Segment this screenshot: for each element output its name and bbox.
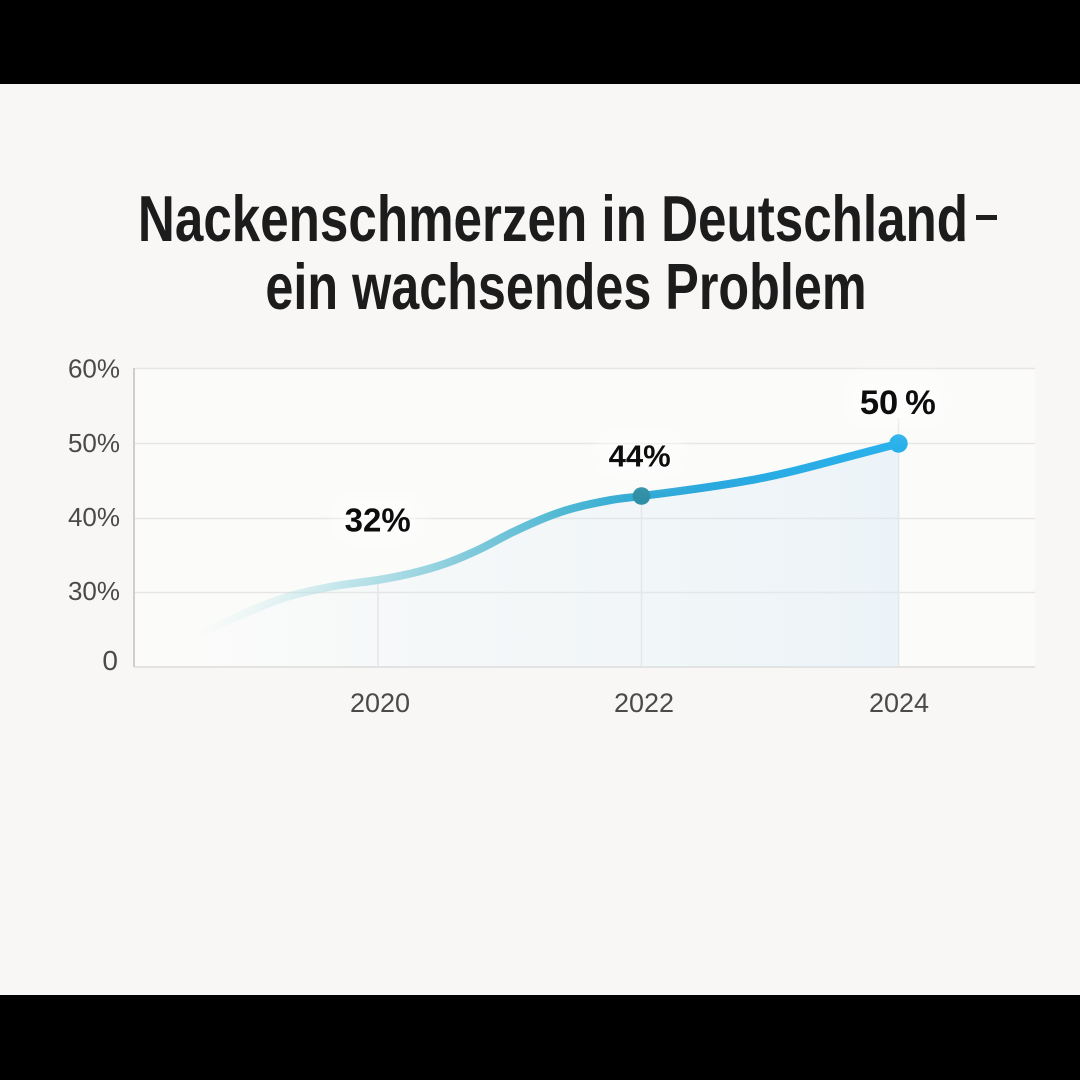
svg-text:0: 0: [102, 645, 118, 676]
svg-text:50 %: 50 %: [860, 384, 936, 422]
svg-text:2024: 2024: [869, 688, 929, 718]
svg-text:32%: 32%: [345, 502, 411, 539]
svg-text:50%: 50%: [68, 428, 120, 458]
svg-text:44%: 44%: [609, 439, 671, 474]
svg-text:2020: 2020: [350, 688, 410, 718]
svg-text:30%: 30%: [68, 576, 120, 606]
svg-text:2022: 2022: [614, 688, 674, 718]
svg-text:60%: 60%: [68, 354, 120, 384]
svg-text:40%: 40%: [68, 502, 120, 532]
